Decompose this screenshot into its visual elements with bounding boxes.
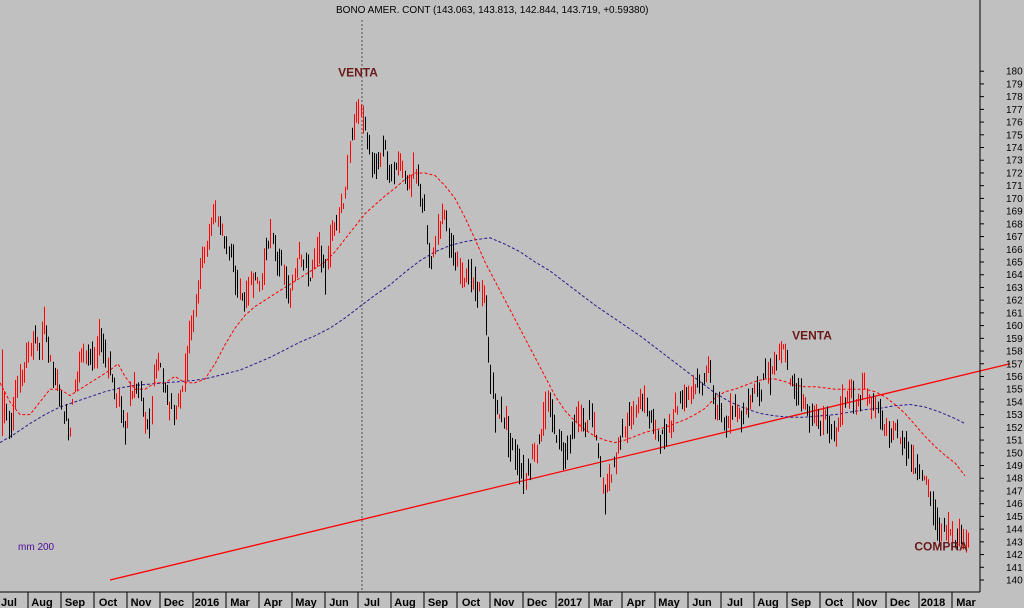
y-tick-label: 154 [1006,397,1023,408]
y-tick-label: 157 [1006,359,1023,370]
x-tick-label: 2016 [195,597,219,608]
y-tick-label: 147 [1006,486,1023,497]
x-tick-label: Apr [627,597,647,608]
x-tick-label: Nov [857,597,879,608]
y-tick-label: 161 [1006,308,1023,319]
y-tick-label: 143 [1006,537,1023,548]
y-tick-label: 159 [1006,334,1023,345]
annotation-venta: VENTA [338,65,378,79]
annotation-compra: COMPRA [914,540,968,554]
x-tick-label: Aug [757,597,778,608]
y-tick-label: 140 [1006,576,1023,587]
y-tick-label: 142 [1006,550,1023,561]
moving-average-layer [0,172,966,477]
y-tick-label: 148 [1006,474,1023,485]
y-tick-label: 146 [1006,499,1023,510]
x-tick-label: Aug [31,597,52,608]
x-tick-label: May [295,597,317,608]
x-tick-label: Nov [494,597,516,608]
x-tick-label: Oct [99,597,118,608]
x-tick-label: Mar [956,597,976,608]
y-tick-label: 160 [1006,321,1023,332]
legend-mm200: mm 200 [18,542,55,553]
x-tick-label: Apr [264,597,284,608]
x-tick-label: Jul [727,597,743,608]
x-tick-label: 2017 [558,597,582,608]
y-tick-label: 144 [1006,525,1023,536]
annotation-venta: VENTA [792,329,832,343]
y-tick-label: 149 [1006,461,1023,472]
y-tick-label: 162 [1006,296,1023,307]
x-tick-label: Sep [791,597,811,608]
y-tick-label: 150 [1006,448,1023,459]
y-tick-label: 169 [1006,207,1023,218]
x-tick-label: Sep [428,597,448,608]
x-tick-label: Nov [131,597,153,608]
y-tick-label: 158 [1006,347,1023,358]
x-tick-label: Jul [364,597,380,608]
x-tick-label: May [658,597,680,608]
y-tick-label: 170 [1006,194,1023,205]
y-tick-label: 153 [1006,410,1023,421]
x-tick-label: Oct [825,597,844,608]
y-tick-label: 167 [1006,232,1023,243]
y-tick-label: 172 [1006,168,1023,179]
x-tick-label: Jun [692,597,712,608]
y-tick-label: 176 [1006,118,1023,129]
y-tick-label: 151 [1006,436,1023,447]
y-tick-label: 180 [1006,67,1023,78]
y-tick-label: 145 [1006,512,1023,523]
x-tick-label: Oct [462,597,481,608]
x-tick-label: Dec [164,597,184,608]
y-tick-label: 166 [1006,245,1023,256]
candle-layer [2,99,969,553]
y-tick-label: 171 [1006,181,1023,192]
moving-average-200 [0,237,966,444]
y-tick-label: 165 [1006,258,1023,269]
y-tick-label: 178 [1006,92,1023,103]
y-tick-label: 141 [1006,563,1023,574]
x-tick-label: Jul [1,597,17,608]
y-tick-label: 155 [1006,385,1023,396]
x-tick-label: Dec [527,597,547,608]
chart-title: BONO AMER. CONT (143.063, 143.813, 142.8… [336,5,649,16]
y-tick-label: 156 [1006,372,1023,383]
x-tick-label: Sep [65,597,85,608]
x-tick-label: 2018 [921,597,945,608]
y-tick-label: 177 [1006,105,1023,116]
y-tick-label: 163 [1006,283,1023,294]
x-tick-label: Dec [890,597,910,608]
x-tick-label: Mar [593,597,613,608]
x-tick-label: Mar [230,597,250,608]
y-tick-label: 173 [1006,156,1023,167]
y-tick-label: 174 [1006,143,1023,154]
x-tick-label: Aug [394,597,415,608]
annotation-layer: VENTA VENTA COMPRA [338,65,968,553]
moving-average-short [0,172,966,477]
y-tick-label: 168 [1006,219,1023,230]
y-tick-label: 175 [1006,130,1023,141]
y-tick-label: 164 [1006,270,1023,281]
y-tick-label: 179 [1006,79,1023,90]
x-tick-label: Jun [329,597,349,608]
y-tick-label: 152 [1006,423,1023,434]
